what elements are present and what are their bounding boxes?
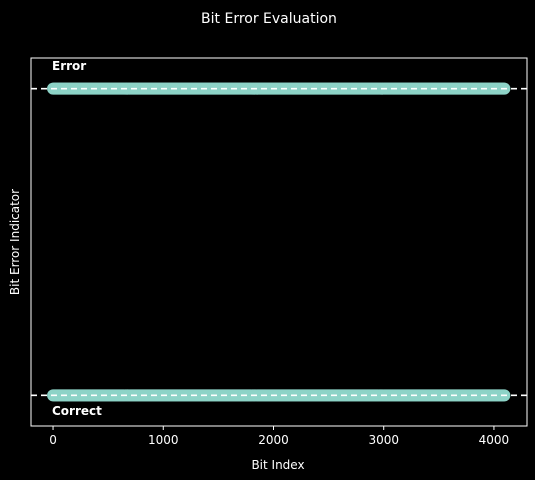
- x-axis-label: Bit Index: [251, 458, 304, 472]
- series-1: [47, 389, 511, 402]
- plot-frame: [30, 57, 528, 427]
- plot-area: [30, 57, 528, 427]
- x-tick-label: 1000: [148, 433, 179, 447]
- annotation-error: Error: [52, 59, 86, 73]
- reference-lines: [31, 87, 527, 397]
- y-axis-label: Bit Error Indicator: [8, 189, 22, 295]
- x-tick-label: 4000: [479, 433, 510, 447]
- chart-title: Bit Error Evaluation: [201, 11, 337, 27]
- x-axis-ticks: 0 1000 2000 3000 4000: [49, 426, 509, 447]
- x-tick-label: 0: [49, 433, 57, 447]
- x-tick-label: 2000: [258, 433, 289, 447]
- annotation-correct: Correct: [52, 404, 102, 418]
- x-tick-label: 3000: [368, 433, 399, 447]
